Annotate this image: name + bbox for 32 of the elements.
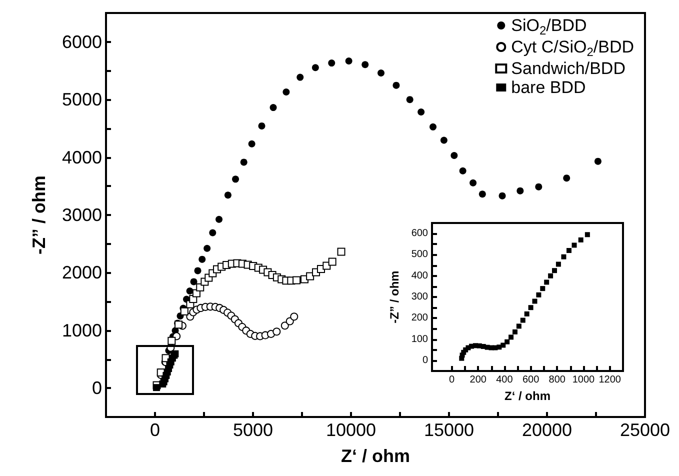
y-tick-label: 100 — [411, 334, 428, 345]
y-tick-label: 2000 — [62, 262, 102, 283]
y-tick-label: 400 — [411, 270, 428, 282]
x-tick-label: 5000 — [232, 420, 274, 440]
y-tick-label: 6000 — [62, 32, 102, 52]
x-tick-label: 0 — [150, 420, 160, 440]
x-tick-label: 25000 — [620, 420, 670, 440]
y-tick-label: 500 — [411, 249, 428, 260]
x-axis-title: Z‘ / ohm — [504, 388, 550, 403]
x-tick-label: 1200 — [598, 374, 622, 386]
y-tick-label: 300 — [411, 292, 428, 302]
x-tick-label: 600 — [522, 374, 540, 386]
x-tick-label: 800 — [548, 374, 566, 386]
legend-label: bare BDD — [511, 78, 586, 97]
x-tick-label: 200 — [470, 374, 487, 386]
y-tick-label: 0 — [422, 354, 428, 366]
y-axis-title: -Z” / ohm — [29, 176, 49, 254]
y-tick-label: 200 — [411, 312, 428, 324]
y-axis-title: -Z” / ohm — [387, 270, 402, 324]
y-tick-label: 4000 — [62, 147, 102, 168]
x-tick-label: 400 — [496, 374, 514, 386]
y-tick-label: 600 — [411, 228, 428, 240]
legend-label: Sandwich/BDD — [511, 59, 626, 78]
x-tick-label: 15000 — [424, 420, 474, 440]
x-tick-label: 0 — [448, 374, 455, 386]
x-tick-label: 10000 — [326, 420, 376, 440]
y-tick-label: 3000 — [62, 205, 102, 225]
y-tick-label: 5000 — [62, 90, 102, 110]
x-tick-label: 1000 — [572, 374, 596, 386]
x-axis-title: Z‘ / ohm — [341, 446, 410, 466]
x-tick-label: 20000 — [522, 420, 572, 440]
y-tick-label: 1000 — [62, 320, 102, 340]
